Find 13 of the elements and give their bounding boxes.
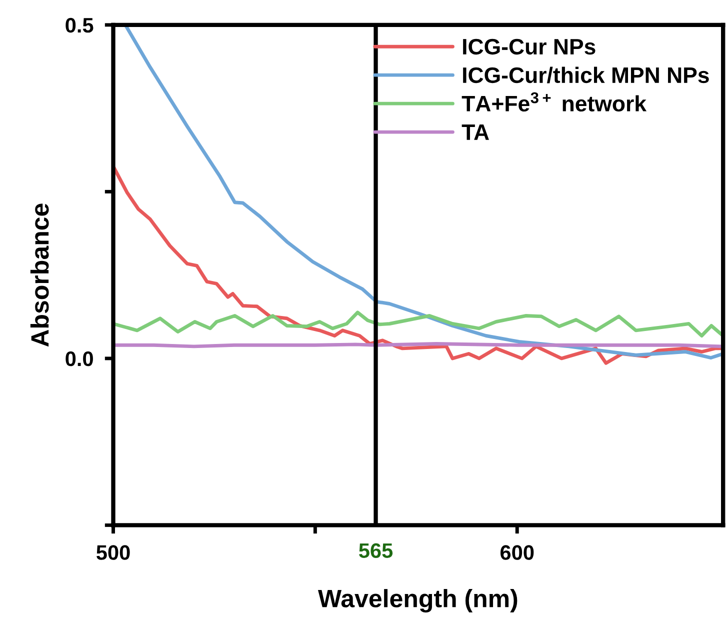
- y-tick-label: 0.0: [66, 351, 93, 366]
- ref-line-label: 565: [359, 543, 393, 558]
- x-tick-label: 600: [500, 545, 534, 560]
- legend-label: ICG-Cur NPs: [463, 38, 596, 55]
- line-series: [113, 310, 724, 338]
- x-tick-label: 500: [96, 545, 130, 560]
- x-axis-title: Wavelength (nm): [318, 589, 518, 612]
- y-tick-label: 0.5: [66, 18, 94, 33]
- legend-label: ICG-Cur/thick MPN NPs: [463, 66, 709, 84]
- legend-label: TA: [462, 124, 489, 140]
- line-series: [124, 24, 724, 360]
- legend-label: TA+Fe$^{3+}$ network: [462, 92, 647, 112]
- y-axis-title: Absorbance: [30, 204, 49, 347]
